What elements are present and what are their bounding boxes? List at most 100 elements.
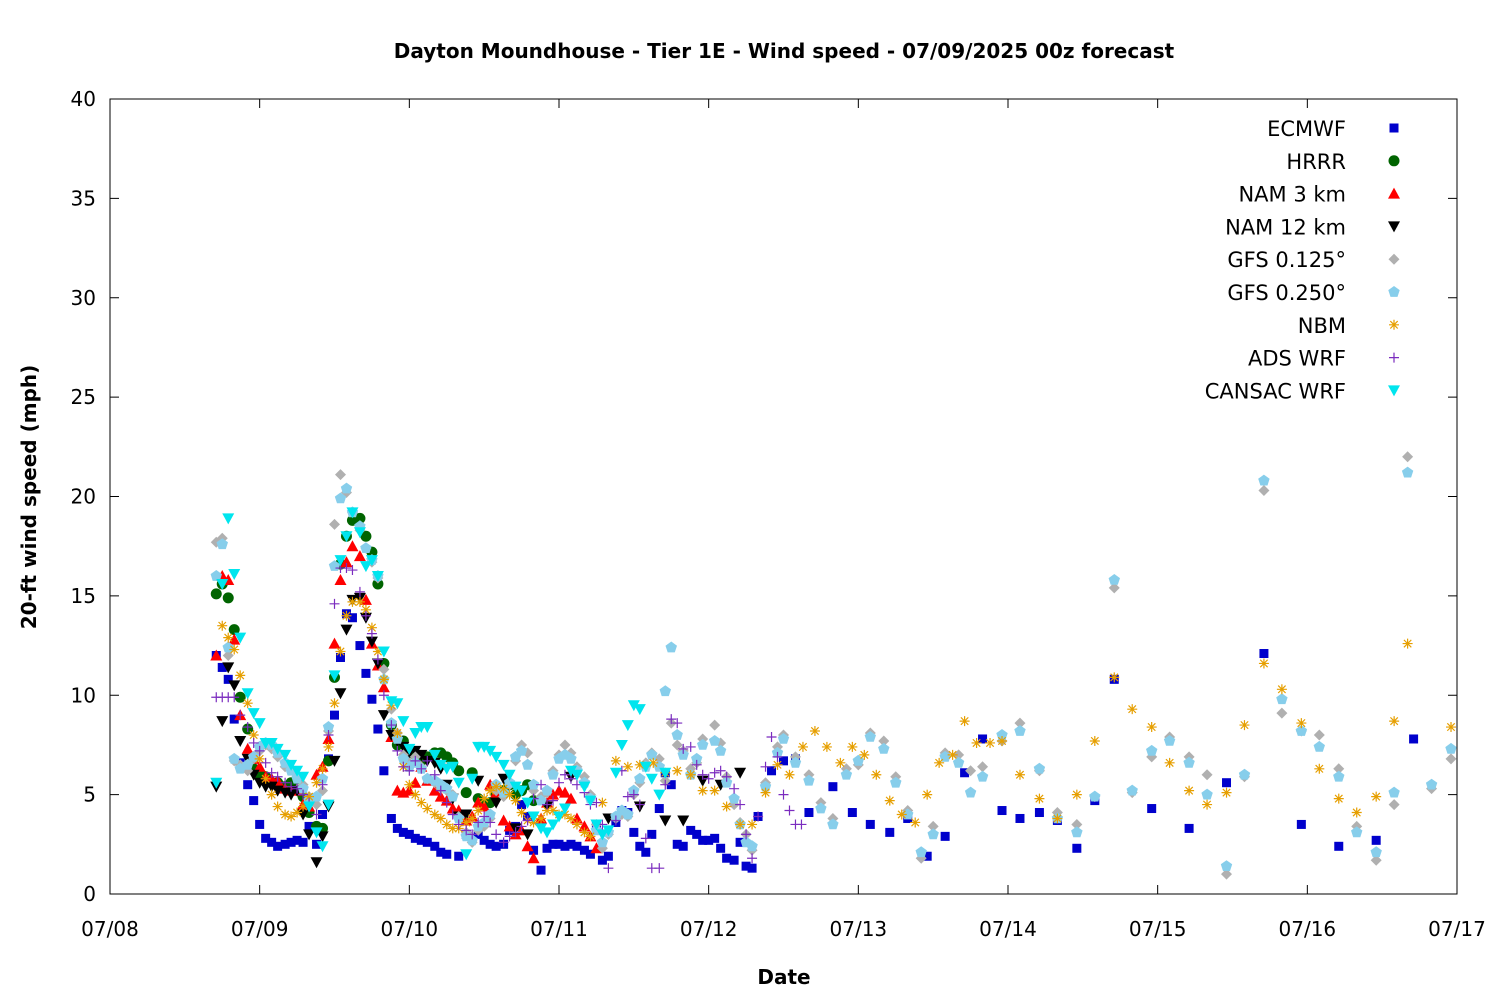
data-point (1163, 735, 1176, 746)
data-point (330, 710, 339, 720)
x-tick-label: 07/17 (1428, 917, 1486, 941)
data-point (1388, 799, 1400, 811)
data-point (397, 716, 410, 728)
data-point (1127, 704, 1138, 715)
legend-marker (1388, 385, 1400, 397)
data-point (222, 592, 234, 604)
data-point (976, 770, 989, 782)
data-point (927, 820, 939, 832)
data-point (453, 819, 464, 830)
data-point (516, 821, 527, 832)
data-point (304, 791, 315, 802)
data-point (435, 813, 446, 824)
data-point (960, 768, 970, 778)
data-point (940, 831, 950, 841)
data-point (722, 853, 732, 863)
data-point (367, 694, 377, 704)
data-point (1313, 729, 1325, 741)
data-point (827, 818, 839, 830)
data-point (628, 789, 639, 800)
data-point (228, 569, 241, 581)
data-point (890, 776, 902, 788)
y-axis-label: 20-ft wind speed (mph) (17, 365, 41, 630)
data-point (504, 831, 515, 842)
data-point (261, 833, 271, 843)
x-axis-label: Date (757, 965, 810, 989)
data-point (341, 563, 352, 574)
data-point (1276, 707, 1288, 719)
legend-label: CANSAC WRF (1205, 379, 1346, 403)
data-point (360, 610, 371, 621)
data-point (541, 827, 554, 839)
data-point (1334, 841, 1344, 851)
data-point (479, 811, 490, 822)
data-point (896, 809, 907, 820)
data-point (1258, 474, 1270, 486)
data-point (596, 829, 609, 841)
data-point (615, 739, 628, 751)
data-point (985, 737, 996, 748)
data-point (311, 809, 322, 820)
data-point (728, 792, 740, 804)
axes: 0 5 10 15 20 25 30 35 40 07/08 07/09 07/10 07/11 07/1… (71, 87, 1486, 941)
data-point (210, 588, 222, 600)
data-point (1089, 735, 1100, 746)
data-point (536, 865, 546, 875)
data-point (410, 755, 421, 766)
data-point (1184, 823, 1194, 833)
data-point (1014, 769, 1025, 780)
data-point (645, 773, 658, 785)
data-point (516, 807, 527, 818)
data-point (529, 845, 539, 855)
data-point (447, 809, 458, 820)
data-point (323, 741, 334, 752)
data-point (316, 841, 329, 853)
y-tick-label: 35 (71, 186, 96, 210)
data-point (498, 783, 509, 794)
data-point (521, 797, 534, 809)
data-point (403, 743, 416, 755)
data-point (377, 710, 390, 722)
data-point (622, 808, 634, 820)
data-point (685, 741, 696, 752)
data-point (559, 739, 571, 751)
data-point (1276, 684, 1287, 695)
data-point (210, 570, 222, 581)
data-point (710, 833, 720, 843)
legend-marker (1389, 123, 1399, 133)
data-point (453, 765, 465, 777)
data-point (466, 834, 478, 846)
data-point (959, 716, 970, 727)
data-point (698, 835, 708, 845)
data-point (365, 555, 378, 567)
data-point (1446, 722, 1457, 733)
data-point (265, 781, 278, 793)
data-point (565, 752, 577, 764)
data-point (429, 809, 440, 820)
data-point (467, 829, 478, 840)
data-point (234, 632, 247, 644)
x-tick-label: 07/08 (81, 917, 139, 941)
data-point (521, 758, 534, 770)
legend-marker (1388, 286, 1400, 297)
data-point (709, 767, 720, 778)
data-point (510, 795, 521, 806)
data-point (353, 550, 366, 562)
data-point (835, 757, 846, 768)
y-tick-label: 40 (71, 87, 96, 111)
data-point (548, 839, 558, 849)
data-point (797, 741, 808, 752)
data-point (947, 749, 958, 760)
data-point (1388, 786, 1400, 798)
data-point (840, 768, 853, 780)
data-point (416, 763, 427, 774)
data-point (403, 784, 416, 796)
data-point (360, 542, 372, 553)
data-point (416, 835, 426, 845)
data-point (1052, 813, 1063, 824)
legend-label: HRRR (1286, 150, 1346, 174)
data-point (747, 819, 758, 830)
data-point (222, 513, 235, 525)
data-point (436, 847, 446, 857)
data-point (634, 772, 646, 784)
